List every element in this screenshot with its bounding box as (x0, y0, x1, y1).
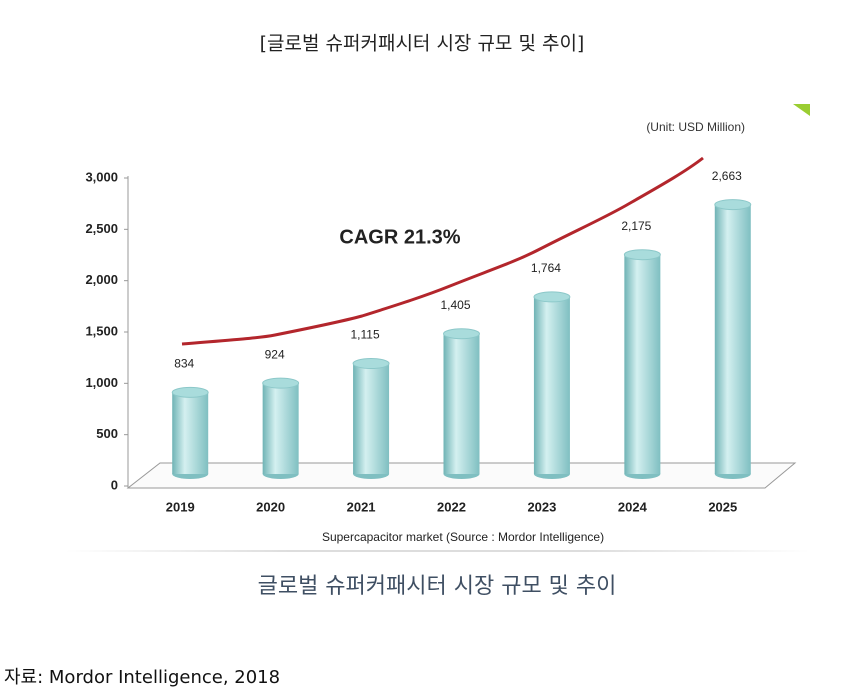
bar (624, 254, 661, 474)
trend-line (181, 156, 704, 346)
bar (353, 363, 390, 474)
bar (443, 333, 480, 474)
x-tick-label: 2020 (256, 499, 285, 514)
y-tick-label: 3,000 (85, 169, 118, 184)
bar (714, 204, 751, 474)
value-label: 1,405 (440, 298, 470, 312)
page-title: [글로벌 슈퍼커패시터 시장 규모 및 추이] (260, 33, 585, 55)
value-label: 1,115 (351, 328, 380, 342)
unit-note: (Unit: USD Million) (646, 120, 745, 134)
bar-top (533, 291, 571, 303)
bar-top (352, 358, 390, 370)
y-tick-label: 0 (111, 477, 118, 492)
value-label: 2,663 (712, 169, 742, 183)
x-tick-label: 2019 (166, 499, 195, 514)
bar (172, 392, 209, 474)
annotation: CAGR 21.3% (339, 226, 460, 248)
bar-top (171, 386, 209, 398)
caption: 글로벌 슈퍼커패시터 시장 규모 및 추이 (258, 574, 617, 599)
x-tick-label: 2025 (708, 499, 737, 514)
bar-top (623, 249, 661, 261)
bar-top (714, 199, 752, 211)
y-tick-label: 2,000 (85, 272, 118, 287)
source: 자료: Mordor Intelligence, 2018 (4, 667, 280, 688)
bar-top (443, 328, 480, 340)
corner-mark (793, 104, 810, 116)
x-axis-label: Supercapacitor market (Source : Mordor I… (322, 530, 604, 544)
y-tick-label: 2,500 (85, 221, 118, 236)
bar (262, 383, 299, 474)
bar (533, 296, 570, 474)
x-tick-label: 2024 (618, 499, 648, 514)
x-tick-label: 2021 (347, 499, 376, 514)
divider (65, 550, 810, 552)
value-label: 924 (265, 347, 285, 361)
plot: 0 500 1,000 1,500 2,000 2,500 3,000 2019 834 2020… (85, 169, 752, 514)
x-tick-label: 2023 (527, 499, 556, 514)
bar-top (262, 377, 300, 389)
x-tick-label: 2022 (437, 499, 466, 514)
value-label: 2,175 (621, 219, 651, 233)
value-label: 1,764 (531, 261, 561, 275)
y-tick-label: 1,000 (85, 375, 118, 390)
value-label: 834 (174, 357, 194, 371)
y-tick-label: 500 (96, 426, 118, 441)
y-tick-label: 1,500 (85, 323, 118, 338)
